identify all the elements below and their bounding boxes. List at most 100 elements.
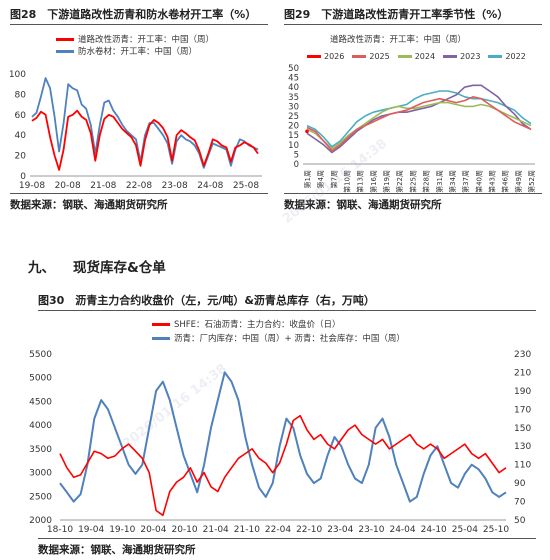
fig29-ytick-7: 35: [288, 93, 299, 103]
fig28-xtick-6: 25-08: [233, 181, 259, 191]
fig30-xtick-2: 19-10: [109, 525, 135, 535]
fig28-title: 图28 下游道路改性沥青和防水卷材开工率（%）: [10, 8, 257, 21]
fig30-xtick-8: 22-10: [296, 525, 322, 535]
fig28-legend-swatch-road: [56, 37, 74, 41]
fig29-xtick-8: 第25周: [408, 170, 417, 193]
fig28-ytick-4: 80: [15, 90, 27, 100]
fig28-source-rule: [10, 193, 268, 194]
fig30-legend-stock: 沥青：厂内库存：中国（周）+ 沥青：社会库存：中国（周）: [174, 334, 405, 344]
fig30-legend-price: SHFE：石油沥青：主力合约：收盘价（日）: [174, 320, 341, 330]
fig28-legend-swatch-roll: [56, 49, 74, 53]
fig29-xtick-11: 第34周: [448, 170, 457, 193]
fig29-xtick-0: 第1周: [303, 170, 312, 188]
fig30-legend-swatch-price: [152, 322, 170, 326]
fig29-legend-2022: 2022: [505, 52, 526, 61]
fig29-xtick-15: 第46周: [501, 170, 510, 193]
fig29-xtick-12: 第37周: [461, 170, 470, 193]
fig30-yleft-tick-1: 2500: [29, 492, 52, 502]
fig29-source-rule: [284, 193, 542, 194]
fig28-series-1: [31, 77, 259, 169]
fig29-legend-swatch-2023: [443, 55, 458, 58]
fig30-yleft-tick-5: 4500: [29, 397, 52, 407]
fig29-title-rule: [284, 24, 542, 25]
fig29-series-1: [306, 96, 532, 152]
fig30-xtick-12: 24-10: [421, 525, 447, 535]
fig29-ytick-9: 45: [288, 74, 299, 84]
fig30-xtick-3: 20-04: [140, 525, 166, 535]
fig29-xtick-4: 第13周: [356, 170, 365, 193]
fig30-series-0: [59, 414, 507, 517]
fig30-xtick-10: 23-10: [358, 525, 384, 535]
fig30-series-1: [59, 371, 507, 503]
fig30-yleft-tick-3: 3500: [29, 445, 52, 455]
fig29-ytick-5: 25: [288, 112, 299, 122]
fig28-xtick-3: 22-08: [126, 181, 152, 191]
fig28-legend: 道路改性沥青：开工率：中国（周） 防水卷材：开工率：中国（周）: [56, 33, 214, 57]
fig30-chart: 2000 2500 3000 3500 4000 4500 5000 5500 50 70 90 11…: [29, 350, 531, 535]
fig30-yleft-tick-7: 5500: [29, 350, 52, 360]
fig30-yright-tick-9: 230: [514, 350, 531, 360]
fig28-xtick-5: 24-08: [197, 181, 223, 191]
fig29-ytick-4: 20: [288, 122, 299, 132]
fig29-ytick-8: 40: [288, 83, 299, 93]
fig29-xtick-13: 第40周: [474, 170, 483, 193]
fig30-yleft-tick-4: 4000: [29, 421, 52, 431]
fig29-xtick-3: 第10周: [343, 170, 352, 193]
fig28-series-0: [31, 109, 259, 171]
fig30-yright-tick-2: 90: [514, 479, 526, 489]
fig29-legend-swatch-2025: [352, 55, 367, 58]
fig30-yleft-tick-6: 5000: [29, 374, 52, 384]
fig28-legend-road: 道路改性沥青：开工率：中国（周）: [78, 35, 215, 45]
fig30-xtick-4: 20-10: [171, 525, 197, 535]
fig28-ytick-1: 20: [15, 152, 27, 162]
fig29-ytick-3: 15: [288, 131, 299, 141]
fig29-series-3: [306, 84, 532, 154]
fig30-yright-tick-8: 210: [514, 368, 531, 378]
fig28-ytick-2: 40: [15, 131, 27, 141]
fig29-legend-swatch-2022: [488, 55, 503, 58]
fig29-series-4: [306, 90, 532, 148]
fig29-legend-2024: 2024: [414, 52, 436, 61]
fig30-title-rule: [38, 310, 536, 311]
fig30-yright-tick-7: 190: [514, 387, 531, 397]
section-title: 现货库存&仓单: [73, 260, 166, 276]
fig28-xtick-1: 20-08: [55, 181, 81, 191]
fig30-xtick-11: 24-04: [389, 525, 415, 535]
fig29-ytick-1: 5: [294, 150, 299, 160]
fig30-title: 图30 沥青主力合约收盘价（左，元/吨）&沥青总库存（右，万吨）: [38, 294, 375, 307]
fig30-xtick-9: 23-04: [327, 525, 353, 535]
fig29-xtick-16: 第49周: [514, 170, 523, 193]
fig30-yright-tick-3: 110: [514, 461, 531, 471]
fig29-xtick-1: 第4周: [316, 170, 325, 188]
fig30-yright-tick-5: 150: [514, 424, 531, 434]
fig30-xtick-14: 25-10: [483, 525, 509, 535]
fig30-yright-tick-4: 130: [514, 442, 531, 452]
fig29-xtick-9: 第28周: [422, 170, 431, 193]
fig28-legend-roll: 防水卷材：开工率：中国（周）: [78, 47, 198, 57]
fig29-ytick-2: 10: [288, 141, 299, 151]
fig29-ytick-10: 50: [288, 64, 299, 74]
fig28-xtick-2: 21-08: [90, 181, 116, 191]
section-heading: 九、 现货库存&仓单: [28, 256, 166, 276]
fig29-xtick-7: 第22周: [395, 170, 404, 193]
fig29-legend-2023: 2023: [460, 52, 481, 61]
fig28-ytick-5: 100: [9, 70, 26, 80]
fig30-legend: SHFE：石油沥青：主力合约：收盘价（日） 沥青：厂内库存：中国（周）+ 沥青：…: [152, 318, 405, 344]
fig30-yright-tick-1: 70: [514, 498, 526, 508]
fig28-chart: 0 20 40 60 80 100 19-08 20-08 21-08 22-08 23-08 24-…: [9, 70, 262, 191]
fig30-yright-tick-6: 170: [514, 405, 531, 415]
fig29-xtick-17: 第52周: [527, 170, 536, 193]
fig29-legend-swatch-2024: [397, 55, 412, 58]
fig30-legend-swatch-stock: [152, 336, 170, 340]
fig30-xtick-0: 18-10: [47, 525, 73, 535]
fig28-source: 数据来源：钢联、海通期货研究所: [10, 199, 168, 211]
fig30-source-rule: [38, 538, 536, 539]
fig28-title-rule: [10, 24, 268, 25]
fig30-xtick-6: 21-10: [234, 525, 260, 535]
fig30-xtick-5: 21-04: [203, 525, 229, 535]
fig29-series-0: [305, 129, 309, 134]
fig29-xtick-10: 第31周: [435, 170, 444, 193]
fig29-ytick-0: 0: [294, 160, 299, 170]
fig29-legend-swatch-2026: [307, 55, 321, 58]
